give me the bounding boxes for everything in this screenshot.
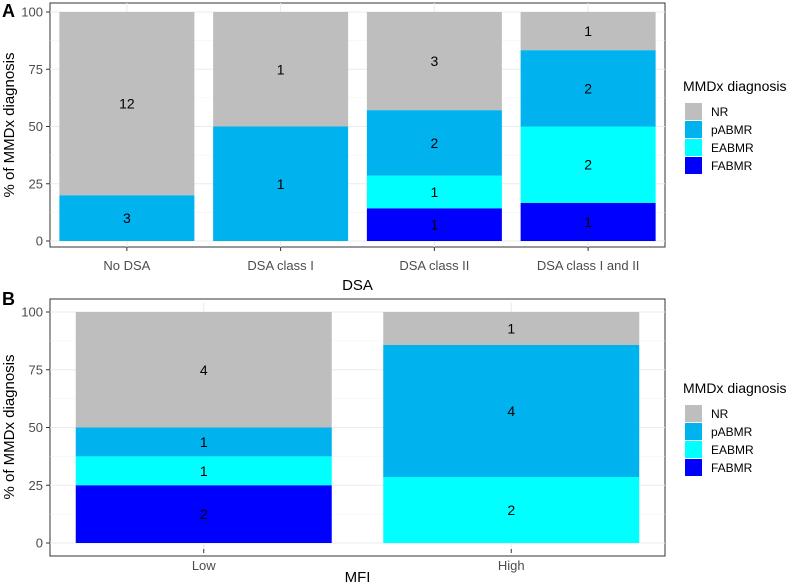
panel-a-x-tick-label: DSA class II <box>399 258 469 273</box>
panel-a-legend-key <box>685 157 702 174</box>
panel-b-legend-title: MMDx diagnosis <box>683 380 786 396</box>
panel-b-legend-label: pABMR <box>711 425 753 439</box>
panel-a-bar-segment <box>213 126 349 241</box>
panel-b-bar-label: 1 <box>200 463 208 479</box>
panel-a-bar-label: 1 <box>430 184 438 200</box>
panel-a-bars <box>59 12 656 241</box>
panel-b-y-tick-label: 50 <box>29 420 43 435</box>
panel-a-bar-label: 2 <box>584 157 592 173</box>
panel-a-bar-label: 1 <box>584 23 592 39</box>
panel-b: B 2 1 1 4 2 4 1 0 25 50 75 100 Low High MFI % of MM… <box>1 289 786 585</box>
panel-a-bar-label: 2 <box>430 135 438 151</box>
panel-b-x-tick-label: Low <box>192 558 216 573</box>
panel-a-y-tick-label: 0 <box>36 234 43 249</box>
panel-b-legend-label: NR <box>711 407 729 421</box>
panel-b-y-axis-title: % of MMDx diagnosis <box>1 354 18 499</box>
panel-a-bar-label: 1 <box>584 214 592 230</box>
panel-a-bar-segment <box>59 12 195 196</box>
panel-a-x-tick-label: No DSA <box>103 258 150 273</box>
panel-a-legend-key <box>685 121 702 138</box>
panel-a-bar-segment <box>520 12 656 51</box>
panel-a-x-ticks: No DSA DSA class I DSA class II DSA class I… <box>103 247 639 273</box>
panel-b-bar-label: 1 <box>200 434 208 450</box>
panel-b-bar-segment <box>75 312 332 428</box>
panel-b-bar-label: 4 <box>507 403 515 419</box>
panel-b-legend-key <box>685 441 702 458</box>
panel-a-y-ticks: 0 25 50 75 100 <box>21 5 50 249</box>
panel-b-bar-segment <box>75 427 332 457</box>
panel-b-legend: MMDx diagnosis NR pABMR EABMR FABMR <box>683 380 786 476</box>
panel-a-bar-segment <box>520 50 656 127</box>
panel-a-x-tick-label: DSA class I <box>247 258 313 273</box>
panel-b-bar-segment <box>383 477 640 543</box>
panel-a-x-tick-label: DSA class I and II <box>537 258 640 273</box>
panel-a-legend-label: pABMR <box>711 123 753 137</box>
panel-a-bar-segment <box>520 126 656 203</box>
panel-b-bar-segment <box>383 345 640 477</box>
panel-a-bar-label: 12 <box>119 96 135 112</box>
panel-a-bar-label: 1 <box>277 176 285 192</box>
panel-a-bar-segment <box>366 12 502 111</box>
panel-a-legend: MMDx diagnosis NR pABMR EABMR FABMR <box>683 78 786 174</box>
panel-b-legend-label: EABMR <box>711 443 754 457</box>
panel-a-x-axis-title: DSA <box>342 277 373 294</box>
panel-a-bar-segment <box>59 195 195 241</box>
panel-a-bar-label: 1 <box>277 61 285 77</box>
panel-b-y-tick-label: 25 <box>29 478 43 493</box>
panel-b-letter: B <box>2 289 15 309</box>
panel-a-legend-title: MMDx diagnosis <box>683 78 786 94</box>
panel-b-bar-label: 2 <box>200 506 208 522</box>
panel-b-bar-label: 4 <box>200 362 208 378</box>
panel-a-letter: A <box>2 1 15 21</box>
panel-b-y-ticks: 0 25 50 75 100 <box>21 305 50 551</box>
panel-a-bar-label: 1 <box>430 217 438 233</box>
panel-b-y-tick-label: 75 <box>29 362 43 377</box>
panel-b-x-axis-title: MFI <box>345 569 371 585</box>
panel-b-legend-key <box>685 459 702 476</box>
panel-a-bar-label: 2 <box>584 80 592 96</box>
panel-a-y-tick-label: 25 <box>29 176 43 191</box>
panel-a-bar-segment <box>366 175 502 209</box>
panel-b-legend-key <box>685 405 702 422</box>
panel-a-bar-segment <box>520 202 656 241</box>
panel-a-bar-segment <box>366 208 502 241</box>
panel-a-legend-label: EABMR <box>711 141 754 155</box>
panel-b-bar-labels: 2 1 1 4 2 4 1 <box>200 321 516 523</box>
panel-b-legend-label: FABMR <box>711 461 753 475</box>
panel-b-x-tick-label: High <box>498 558 525 573</box>
panel-a-y-tick-label: 75 <box>29 62 43 77</box>
panel-b-legend-key <box>685 423 702 440</box>
panel-a-bar-segment <box>213 12 349 127</box>
panel-b-y-tick-label: 100 <box>21 305 43 320</box>
panel-b-y-tick-label: 0 <box>36 536 43 551</box>
panel-a-legend-key <box>685 139 702 156</box>
panel-b-bar-label: 1 <box>507 321 515 337</box>
panel-b-bar-segment <box>75 456 332 486</box>
panel-a-y-tick-label: 50 <box>29 119 43 134</box>
panel-a-bar-segment <box>366 110 502 176</box>
panel-b-bar-label: 2 <box>507 502 515 518</box>
panel-a-y-axis-title: % of MMDx diagnosis <box>1 52 18 197</box>
panel-a-legend-label: FABMR <box>711 159 753 173</box>
panel-b-x-ticks: Low High <box>192 549 525 573</box>
panel-b-bar-segment <box>383 312 640 345</box>
panel-a-legend-label: NR <box>711 105 729 119</box>
panel-a-plot-border <box>49 2 666 248</box>
panel-a-legend-key <box>685 103 702 120</box>
panel-a-bar-label: 3 <box>430 53 438 69</box>
panel-b-bars <box>75 312 640 543</box>
panel-a-bar-label: 3 <box>123 210 131 226</box>
panel-b-bar-segment <box>75 485 332 543</box>
panel-a-y-tick-label: 100 <box>21 5 43 20</box>
